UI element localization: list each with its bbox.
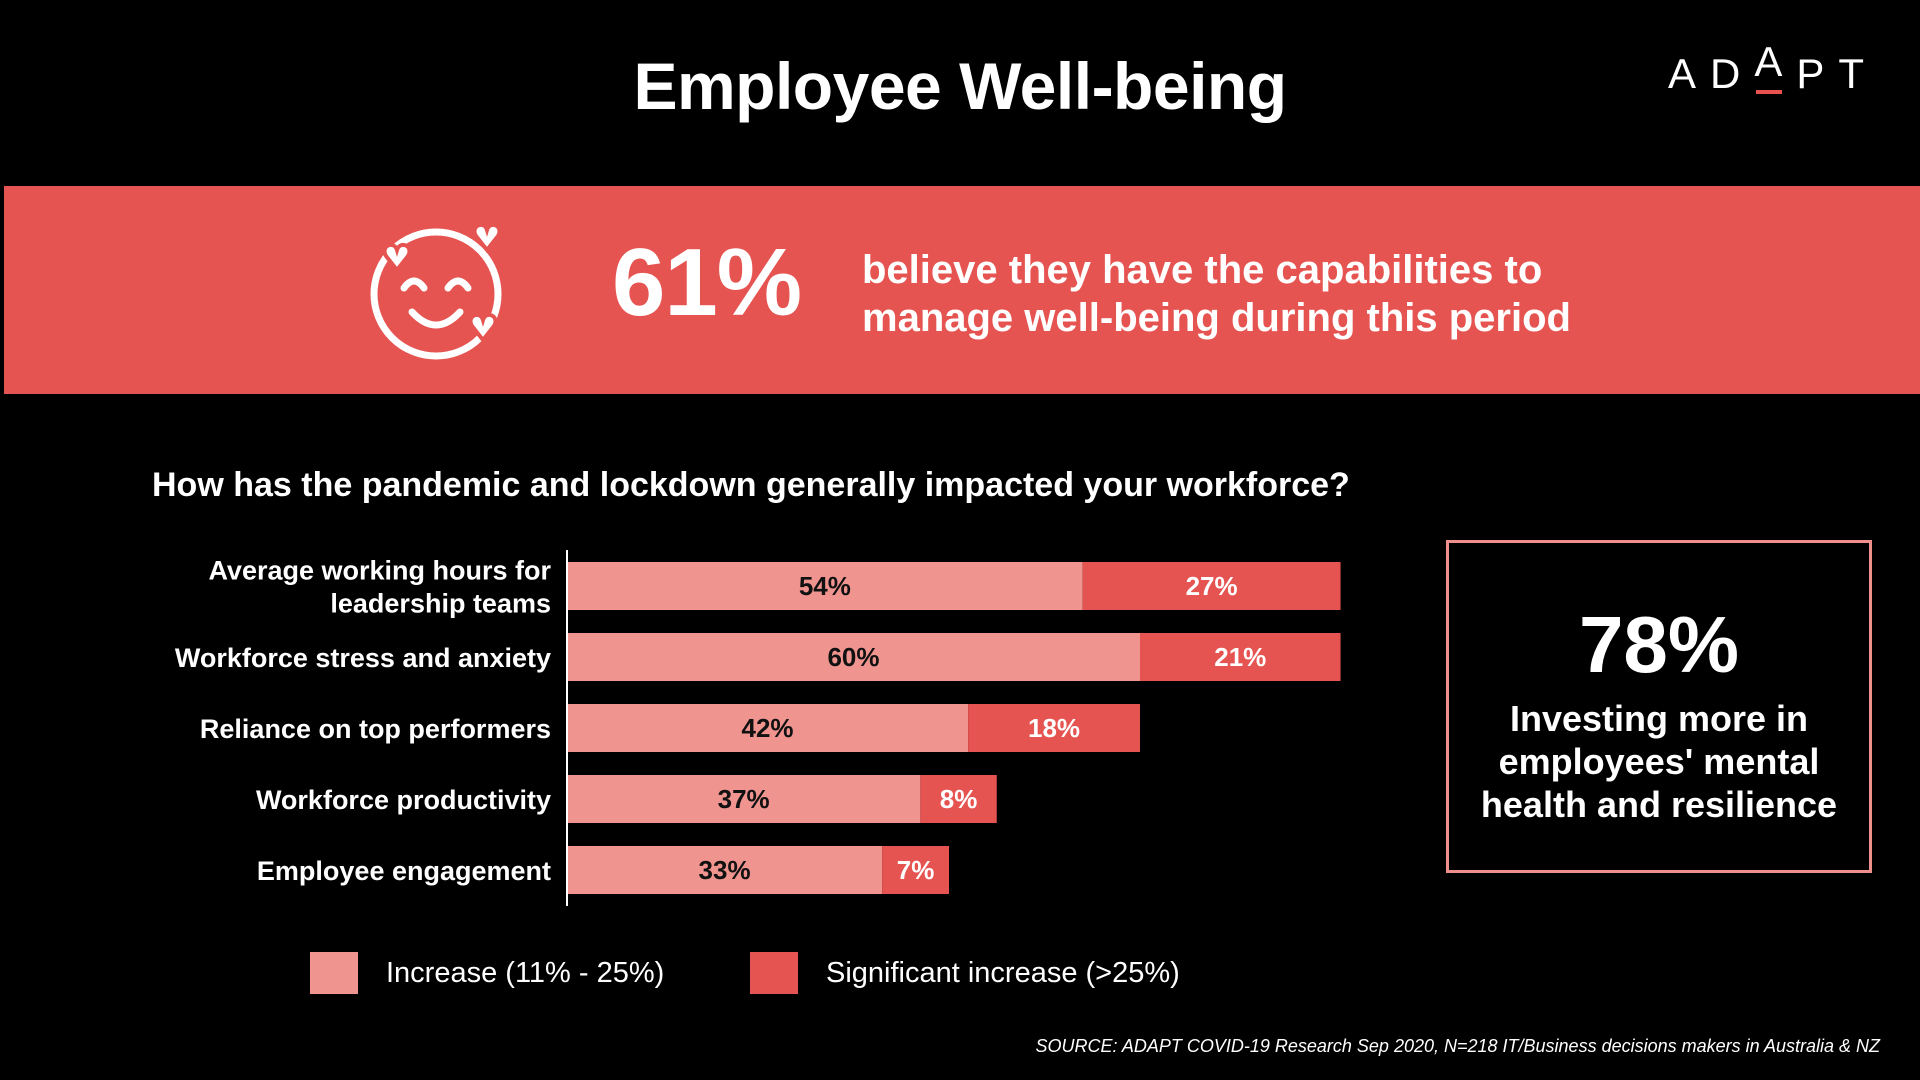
bar-value-label: 8%: [940, 784, 978, 814]
legend-swatch-increase: [310, 952, 358, 994]
callout-text: Investing more in employees' mental heal…: [1480, 698, 1838, 825]
bar-value-label: 7%: [897, 855, 935, 885]
bar-value-label: 33%: [699, 855, 751, 885]
bar-segment: [920, 775, 997, 823]
page-title: Employee Well-being: [633, 49, 1287, 123]
chart-question: How has the pandemic and lockdown genera…: [152, 466, 1350, 504]
callout-stat: 78%: [1578, 600, 1740, 689]
category-label: Workforce stress and anxiety: [175, 643, 551, 673]
bar-segment: [1140, 633, 1341, 681]
category-label: Reliance on top performers: [200, 714, 551, 744]
category-label: Average working hours for: [208, 556, 551, 586]
legend-label-significant: Significant increase (>25%): [826, 956, 1180, 989]
bar-value-label: 37%: [718, 784, 770, 814]
bar-value-label: 21%: [1214, 642, 1266, 672]
bar-segment: [1082, 562, 1341, 610]
bar-value-label: 42%: [742, 713, 794, 743]
bar-value-label: 60%: [827, 642, 879, 672]
legend-swatch-significant: [750, 952, 798, 994]
bar-segment: [567, 846, 883, 894]
bar-value-label: 27%: [1186, 571, 1238, 601]
category-label: Workforce productivity: [256, 785, 551, 815]
banner-stat: 61%: [612, 229, 802, 336]
bar-value-label: 54%: [799, 571, 851, 601]
stacked-bar-chart: 54% 27% Average working hours forleadershi…: [175, 550, 1341, 906]
source-note: SOURCE: ADAPT COVID-19 Research Sep 2020…: [1035, 1036, 1881, 1056]
bar-segment: [567, 775, 921, 823]
bar-value-label: 18%: [1028, 713, 1080, 743]
highlight-banner: 61% believe they have the capabilities t…: [4, 186, 1920, 394]
bar-segment: [567, 633, 1140, 681]
legend-label-increase: Increase (11% - 25%): [386, 956, 665, 989]
bar-segment: [567, 562, 1083, 610]
category-label: leadership teams: [330, 589, 551, 619]
bar-segment: [968, 704, 1140, 752]
callout-box: 78% Investing more in employees' mental …: [1446, 540, 1872, 873]
bar-segment: [567, 704, 969, 752]
smiling-face-with-hearts-icon: [370, 222, 502, 360]
legend-significant: Significant increase (>25%): [750, 952, 1180, 994]
category-label: Employee engagement: [257, 856, 551, 886]
bar-segment: [882, 846, 949, 894]
banner-text: believe they have the capabilities to ma…: [862, 248, 1571, 340]
legend-increase: Increase (11% - 25%): [310, 952, 664, 994]
